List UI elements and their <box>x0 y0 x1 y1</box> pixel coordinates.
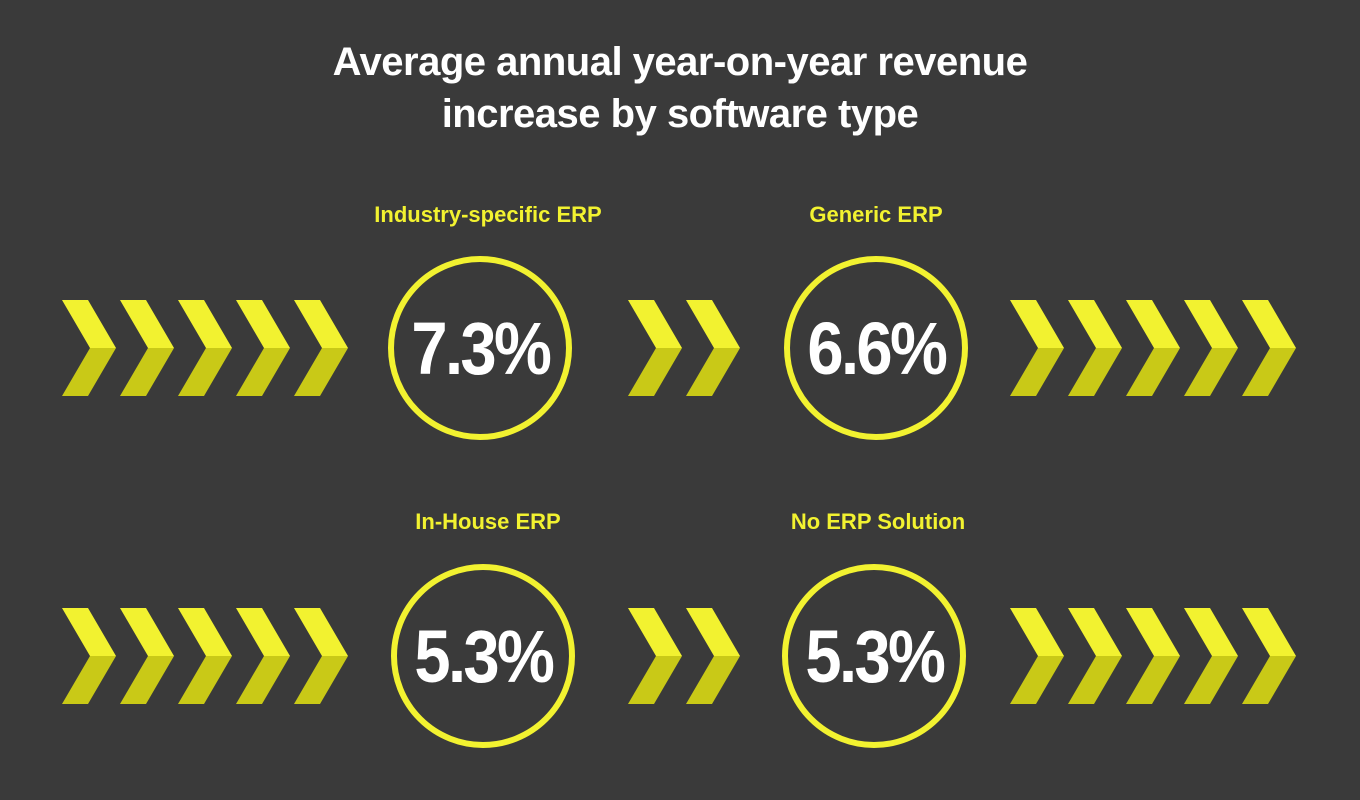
chevron-arrow-icon <box>686 348 740 396</box>
chevron-arrow-icon <box>1068 656 1122 704</box>
chevron-arrow-icon <box>294 656 348 704</box>
chevron-arrow-icon <box>1242 656 1296 704</box>
chart-title-line1: Average annual year-on-year revenue <box>332 40 1028 84</box>
chevron-arrow-icon <box>236 608 290 656</box>
chevron-arrow-icon <box>1184 656 1238 704</box>
value-label-no-erp-solution: 5.3% <box>805 614 946 698</box>
chevron-arrow-icon <box>1010 300 1064 348</box>
chevron-arrow-icon <box>628 348 682 396</box>
chevron-arrow-icon <box>1010 656 1064 704</box>
chevron-arrow-icon <box>120 608 174 656</box>
chevron-arrow-icon <box>686 300 740 348</box>
category-label-industry-specific-erp: Industry-specific ERP <box>374 202 602 227</box>
chevron-arrow-icon <box>1010 348 1064 396</box>
chevron-arrow-icon <box>294 300 348 348</box>
value-label-in-house-erp: 5.3% <box>414 614 555 698</box>
chevron-arrow-icon <box>1242 608 1296 656</box>
chevron-arrow-icon <box>62 348 116 396</box>
chevron-arrow-icon <box>1010 608 1064 656</box>
chevron-arrow-icon <box>120 656 174 704</box>
chevron-arrow-icon <box>686 656 740 704</box>
category-label-generic-erp: Generic ERP <box>809 202 943 227</box>
chevron-arrow-icon <box>120 300 174 348</box>
chevron-arrow-icon <box>628 608 682 656</box>
chevron-arrow-icon <box>178 608 232 656</box>
value-label-industry-specific-erp: 7.3% <box>411 306 552 390</box>
value-circle-generic-erp: 6.6% <box>784 256 968 440</box>
chevron-arrow-icon <box>628 300 682 348</box>
chart-title: Average annual year-on-year revenue incr… <box>0 36 1360 140</box>
category-label-no-erp-solution: No ERP Solution <box>790 509 966 534</box>
chevron-arrow-icon <box>1184 348 1238 396</box>
chevron-arrow-icon <box>686 608 740 656</box>
chevron-arrow-icon <box>236 300 290 348</box>
chevron-arrow-icon <box>1184 300 1238 348</box>
chevron-arrow-icon <box>1184 608 1238 656</box>
chevron-arrow-icon <box>1068 608 1122 656</box>
chevron-arrow-icon <box>1126 300 1180 348</box>
chevron-arrow-icon <box>62 656 116 704</box>
chevron-arrow-icon <box>1068 300 1122 348</box>
chevron-arrow-icon <box>62 300 116 348</box>
chevron-arrow-icon <box>1126 348 1180 396</box>
chevron-arrow-icon <box>62 608 116 656</box>
chevron-arrow-icon <box>120 348 174 396</box>
chevron-arrow-icon <box>1242 300 1296 348</box>
chevron-arrow-icon <box>178 656 232 704</box>
chevron-arrow-icon <box>1126 656 1180 704</box>
chevron-arrow-icon <box>178 348 232 396</box>
chevron-arrow-icon <box>236 348 290 396</box>
chevron-arrow-icon <box>628 656 682 704</box>
value-label-generic-erp: 6.6% <box>807 306 948 390</box>
chart-title-line2: increase by software type <box>441 92 919 136</box>
chevron-arrow-icon <box>236 656 290 704</box>
chevron-arrow-icon <box>1242 348 1296 396</box>
value-circle-no-erp-solution: 5.3% <box>782 564 966 748</box>
category-label-in-house-erp: In-House ERP <box>415 509 561 534</box>
chevron-arrow-icon <box>294 348 348 396</box>
chevron-arrow-icon <box>294 608 348 656</box>
chevron-arrow-icon <box>178 300 232 348</box>
value-circle-in-house-erp: 5.3% <box>391 564 575 748</box>
chevron-arrow-icon <box>1068 348 1122 396</box>
chevron-arrow-icon <box>1126 608 1180 656</box>
value-circle-industry-specific-erp: 7.3% <box>388 256 572 440</box>
